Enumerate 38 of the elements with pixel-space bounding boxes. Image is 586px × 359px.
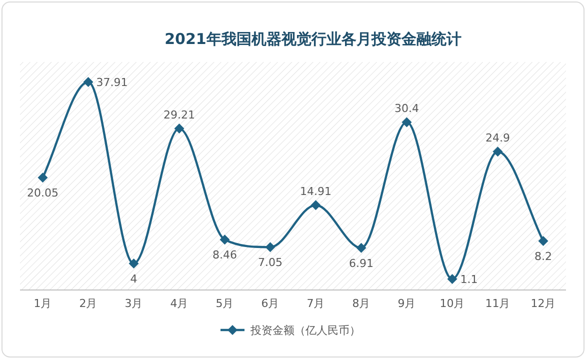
- x-tick-label: 11月: [485, 297, 510, 310]
- data-label: 7.05: [258, 256, 282, 270]
- x-tick-label: 3月: [124, 297, 143, 310]
- point: [492, 146, 503, 157]
- point: [128, 258, 139, 268]
- data-label: 4: [130, 272, 138, 286]
- data-label: 1.1: [460, 273, 478, 286]
- x-tick-label: 2月: [79, 297, 98, 310]
- data-label: 24.9: [486, 132, 510, 145]
- point: [538, 236, 548, 246]
- point: [402, 117, 412, 128]
- x-tick-label: 7月: [306, 297, 325, 310]
- data-label: 20.05: [27, 186, 58, 200]
- chart-title: 2021年我国机器视觉行业各月投资金融统计: [164, 30, 462, 48]
- point: [265, 242, 276, 252]
- x-tick-label: 4月: [170, 297, 188, 310]
- legend-label: 投资金额（亿人民币）: [250, 324, 360, 337]
- point: [310, 200, 321, 210]
- data-label: 6.91: [349, 256, 374, 270]
- point: [356, 242, 366, 253]
- x-tick-label: 1月: [34, 297, 52, 310]
- data-label: 8.2: [534, 250, 552, 263]
- x-tick-label: 8月: [352, 297, 370, 310]
- point: [83, 77, 94, 87]
- data-label: 14.91: [300, 185, 332, 198]
- point: [447, 274, 458, 284]
- data-label: 29.21: [164, 108, 195, 122]
- data-label: 8.46: [212, 248, 237, 262]
- point: [220, 234, 230, 245]
- data-label: 30.4: [394, 102, 419, 116]
- point: [174, 124, 184, 134]
- x-tick-label: 6月: [261, 297, 280, 310]
- x-tick-label: 9月: [398, 297, 416, 310]
- point: [38, 172, 48, 183]
- x-tick-label: 5月: [216, 297, 234, 310]
- x-tick-label: 12月: [530, 297, 556, 310]
- data-label: 37.91: [96, 76, 128, 89]
- x-tick-label: 10月: [440, 297, 465, 310]
